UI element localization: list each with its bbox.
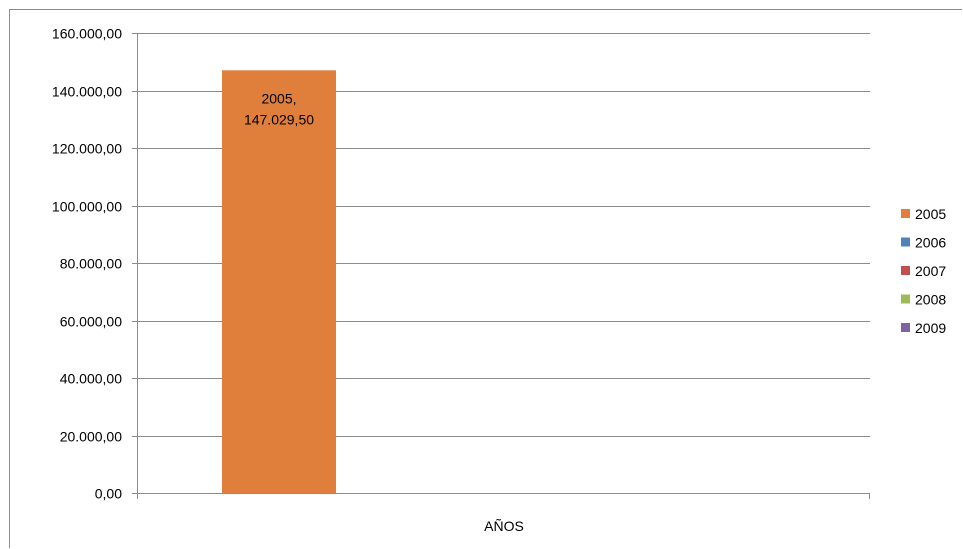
y-tick-label: 100.000,00 (52, 199, 122, 215)
legend-label-2007: 2007 (915, 263, 946, 279)
legend-label-2009: 2009 (915, 320, 946, 336)
legend-swatch-2005 (901, 209, 910, 218)
bar-2005 (222, 70, 336, 493)
data-label-2005-line2: 147.029,50 (244, 111, 314, 127)
legend-swatch-2009 (901, 323, 910, 332)
y-tick-label: 60.000,00 (60, 314, 122, 330)
y-tick-label: 20.000,00 (60, 429, 122, 445)
legend-label-2008: 2008 (915, 292, 946, 308)
x-axis-title: AÑOS (484, 518, 524, 534)
y-tick-label: 80.000,00 (60, 256, 122, 272)
legend-label-2006: 2006 (915, 235, 946, 251)
data-labels: 2005, 147.029,50 (244, 90, 314, 127)
legend-swatch-2008 (901, 294, 910, 304)
data-label-2005-line1: 2005, (261, 90, 296, 106)
bars (222, 70, 336, 493)
axes (137, 33, 870, 499)
legend: 2005 2006 2007 2008 2009 (901, 206, 946, 336)
legend-label-2005: 2005 (915, 206, 946, 222)
chart-frame (9, 9, 962, 548)
y-tick-label: 40.000,00 (60, 371, 122, 387)
legend-swatch-2006 (901, 237, 910, 247)
y-tick-label: 120.000,00 (52, 141, 122, 157)
legend-swatch-2007 (901, 266, 910, 275)
y-tick-label: 0,00 (95, 486, 122, 502)
y-tick-label: 160.000,00 (52, 26, 122, 42)
gridlines (137, 33, 870, 437)
y-axis-ticks: 0,00 20.000,00 40.000,00 60.000,00 80.000,00… (52, 26, 137, 502)
y-tick-label: 140.000,00 (52, 84, 122, 100)
